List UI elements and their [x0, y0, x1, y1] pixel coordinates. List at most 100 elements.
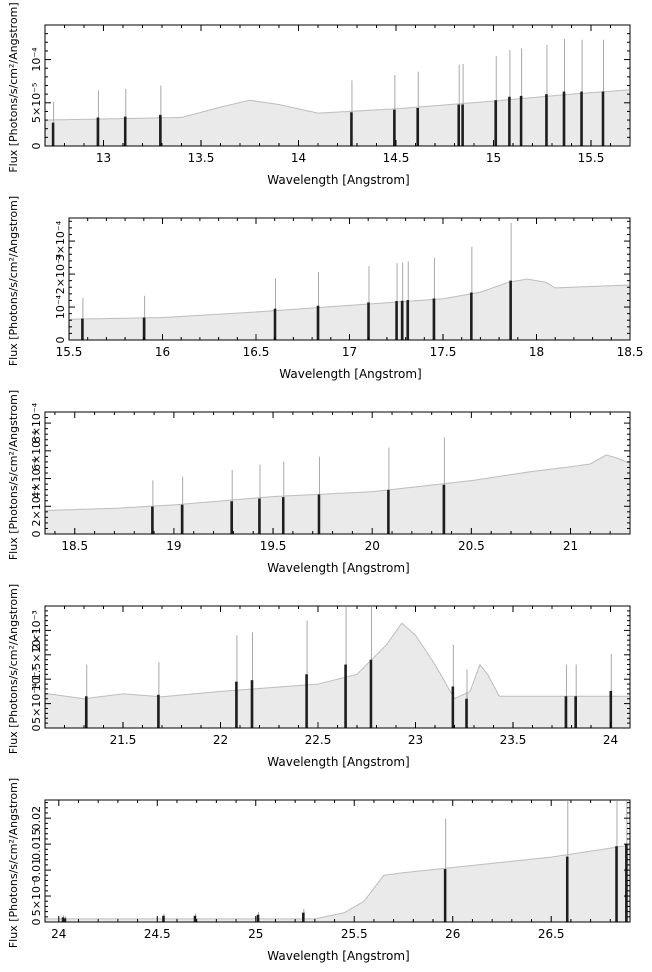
line-flux-bar: [84, 696, 88, 728]
x-tick-label: 16.5: [243, 345, 270, 359]
x-tick-label: 17.5: [430, 345, 457, 359]
line-flux-bar: [162, 915, 165, 922]
x-tick-label: 24: [51, 927, 66, 941]
x-tick-label: 21.5: [110, 733, 137, 747]
line-flux-bar: [317, 494, 321, 534]
line-flux-bar: [273, 308, 277, 340]
x-axis-label: Wavelength [Angstrom]: [267, 755, 409, 769]
line-flux-bar: [151, 506, 154, 534]
y-tick-label: 0: [30, 725, 43, 732]
line-flux-bar: [432, 298, 436, 340]
y-tick-label: 5×10⁻³: [30, 876, 43, 916]
line-flux-bar: [51, 122, 55, 146]
line-flux-bar: [451, 686, 455, 728]
line-flux-bar: [601, 91, 605, 146]
y-tick-label: 0: [30, 143, 43, 150]
y-tick-label: 4×10⁻⁴: [30, 458, 43, 499]
line-flux-bar: [230, 501, 234, 534]
x-axis-label: Wavelength [Angstrom]: [267, 561, 409, 575]
line-flux-bar: [387, 489, 390, 534]
x-tick-label: 22.5: [305, 733, 332, 747]
y-tick-label: 2×10⁻⁴: [54, 253, 67, 294]
y-axis-label: Flux [Photons/s/cm²/Angstrom]: [7, 778, 20, 948]
line-flux-bar: [258, 498, 261, 534]
y-tick-label: 10⁻³: [30, 667, 43, 691]
x-tick-label: 16: [155, 345, 170, 359]
x-tick-label: 13.5: [188, 151, 215, 165]
continuum-envelope: [45, 89, 630, 121]
y-tick-label: 0.01: [30, 858, 43, 883]
x-tick-label: 20.5: [458, 539, 485, 553]
line-flux-bar: [443, 869, 447, 922]
line-flux-bar: [250, 680, 254, 728]
line-flux-bar: [367, 302, 370, 340]
line-flux-bar: [305, 674, 308, 728]
line-flux-bar: [344, 664, 347, 728]
line-flux-bar: [562, 91, 566, 146]
y-axis-label: Flux [Photons/s/cm²/Angstrom]: [7, 390, 20, 560]
x-tick-label: 19: [166, 539, 181, 553]
line-flux-bar: [615, 846, 618, 922]
line-flux-bar: [395, 301, 398, 340]
y-axis-label: Flux [Photons/s/cm²/Angstrom]: [7, 196, 20, 366]
x-axis-label: Wavelength [Angstrom]: [267, 949, 409, 963]
continuum-model: [45, 623, 629, 728]
y-tick-label: 0: [30, 531, 43, 538]
x-tick-label: 23: [408, 733, 423, 747]
y-tick-label: 10⁻⁴: [30, 47, 43, 72]
line-flux-bar: [509, 280, 512, 340]
line-flux-bar: [406, 300, 410, 340]
line-flux-bar: [574, 696, 577, 728]
x-tick-label: 17: [342, 345, 357, 359]
line-flux-bar: [564, 696, 568, 728]
line-flux-bar: [96, 117, 100, 146]
line-flux-bar: [63, 918, 67, 922]
line-flux-bar: [157, 694, 160, 728]
x-tick-label: 24.5: [144, 927, 171, 941]
line-flux-bar: [625, 844, 628, 922]
x-tick-label: 19.5: [260, 539, 287, 553]
x-tick-label: 13: [96, 151, 111, 165]
line-flux-bar: [545, 94, 548, 146]
x-tick-label: 25.5: [341, 927, 368, 941]
x-tick-label: 15.5: [56, 345, 83, 359]
x-tick-label: 25: [248, 927, 263, 941]
plot-frame: [44, 799, 631, 923]
x-tick-label: 14: [291, 151, 306, 165]
line-flux-bar: [393, 109, 396, 146]
y-tick-label: 0: [54, 337, 67, 344]
continuum-model: [45, 455, 629, 534]
line-flux-bar: [369, 659, 373, 728]
y-tick-label: 8×10⁻⁴: [30, 402, 43, 443]
line-flux-bar: [180, 504, 184, 534]
x-tick-label: 15.5: [578, 151, 605, 165]
line-flux-bar: [580, 91, 583, 146]
line-flux-bar: [235, 681, 238, 728]
y-axis-label: Flux [Photons/s/cm²/Angstrom]: [7, 2, 20, 172]
line-flux-bar: [61, 917, 65, 922]
spectrum-panel-4: 21.5 22 22.5 23 23.5 24 05×10⁻⁴10⁻³1.5×10⁻³2×1…: [7, 584, 631, 769]
line-flux-bar: [350, 112, 353, 146]
line-flux-bar: [400, 300, 404, 340]
x-tick-label: 20: [365, 539, 380, 553]
x-tick-label: 26: [445, 927, 460, 941]
x-tick-label: 21: [563, 539, 578, 553]
y-tick-label: 6×10⁻⁴: [30, 430, 43, 471]
y-axis-label: Flux [Photons/s/cm²/Angstrom]: [7, 584, 20, 754]
line-flux-bar: [316, 305, 320, 340]
continuum-envelope: [46, 844, 630, 920]
line-flux-bar: [442, 484, 446, 534]
line-flux-bar: [123, 116, 127, 146]
continuum-model: [45, 845, 629, 922]
x-tick-label: 26.5: [538, 927, 565, 941]
continuum-envelope: [46, 454, 630, 511]
line-flux-bar: [565, 856, 569, 922]
line-flux-bar: [281, 497, 285, 534]
line-flux-bar: [256, 914, 260, 922]
x-tick-label: 14.5: [383, 151, 410, 165]
line-flux-bar: [609, 690, 613, 728]
spectrum-panel-1: 13 13.5 14 14.5 15 15.5 0 5×10⁻⁵ 10⁻⁴ Wavelength …: [7, 2, 631, 187]
line-flux-bar: [508, 96, 511, 146]
line-flux-bar: [416, 107, 420, 146]
